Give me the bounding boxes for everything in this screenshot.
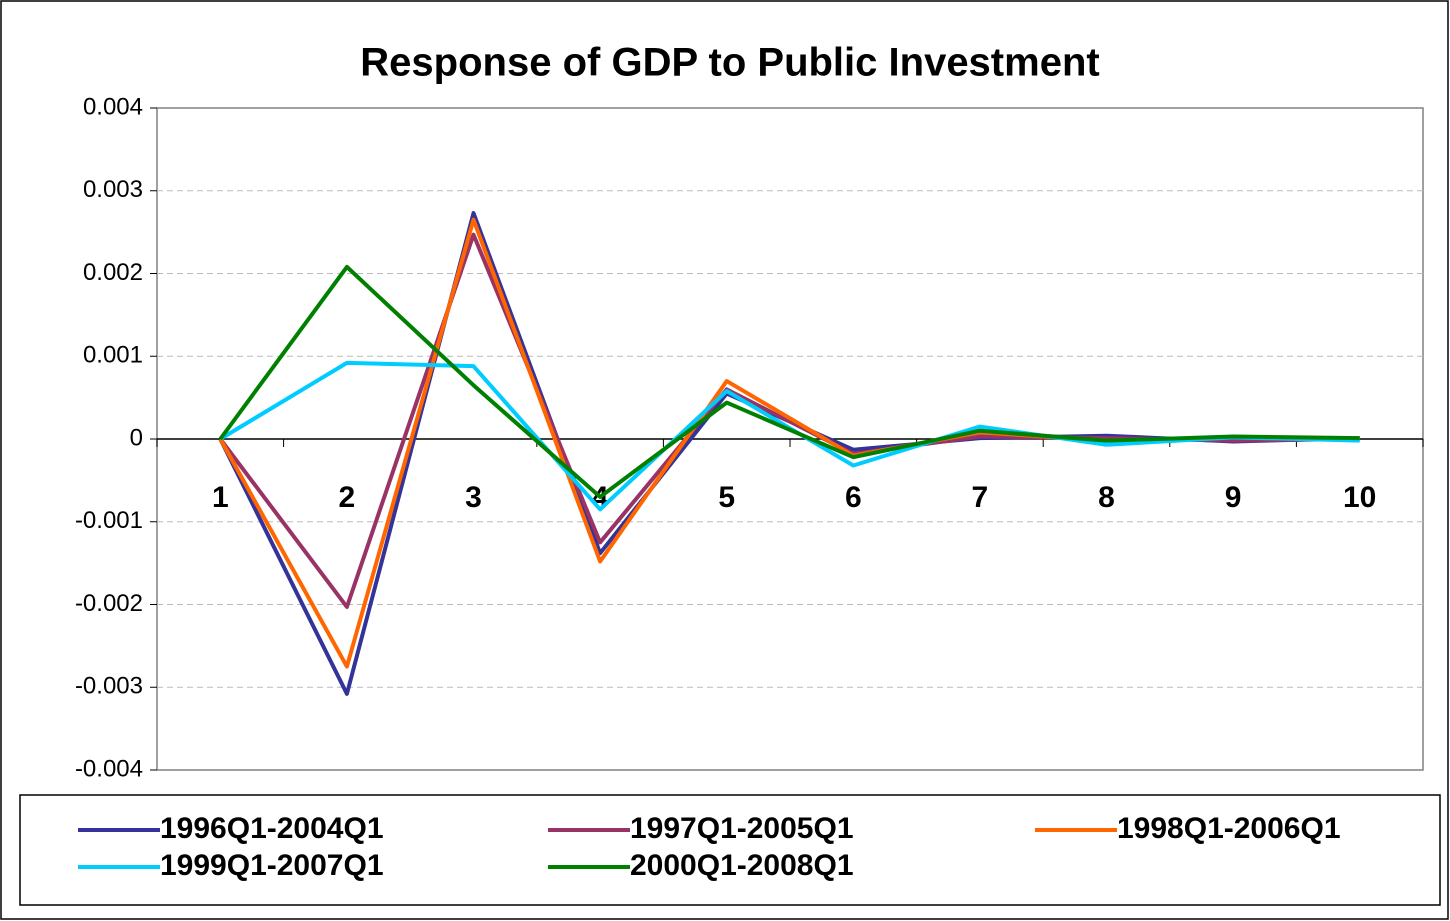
x-tick-label: 3	[465, 481, 482, 514]
x-tick-label: 5	[718, 481, 735, 514]
y-tick-label: -0.004	[75, 755, 143, 782]
y-tick-label: 0.001	[83, 342, 143, 369]
x-tick-label: 10	[1343, 481, 1376, 514]
y-tick-label: 0	[130, 424, 143, 451]
y-tick-label: 0.002	[83, 259, 143, 286]
y-tick-label: 0.004	[83, 93, 143, 120]
y-tick-label: -0.003	[75, 673, 143, 700]
legend-label: 2000Q1-2008Q1	[630, 849, 854, 882]
y-tick-label: -0.001	[75, 507, 143, 534]
chart-title: Response of GDP to Public Investment	[360, 41, 1099, 85]
x-tick-label: 6	[845, 481, 862, 514]
legend-box	[19, 794, 1441, 906]
legend-label: 1996Q1-2004Q1	[160, 812, 384, 845]
series-line	[218, 264, 1360, 499]
x-tick-label: 2	[339, 481, 356, 514]
legend-label: 1998Q1-2006Q1	[1117, 812, 1341, 845]
y-tick-label: -0.002	[75, 590, 143, 617]
x-tick-label: 9	[1225, 481, 1242, 514]
x-tick-label: 8	[1098, 481, 1115, 514]
y-tick-label: 0.003	[83, 176, 143, 203]
legend-label: 1999Q1-2007Q1	[160, 849, 384, 882]
x-tick-label: 1	[212, 481, 229, 514]
legend-label: 1997Q1-2005Q1	[630, 812, 854, 845]
x-tick-label: 7	[972, 481, 989, 514]
